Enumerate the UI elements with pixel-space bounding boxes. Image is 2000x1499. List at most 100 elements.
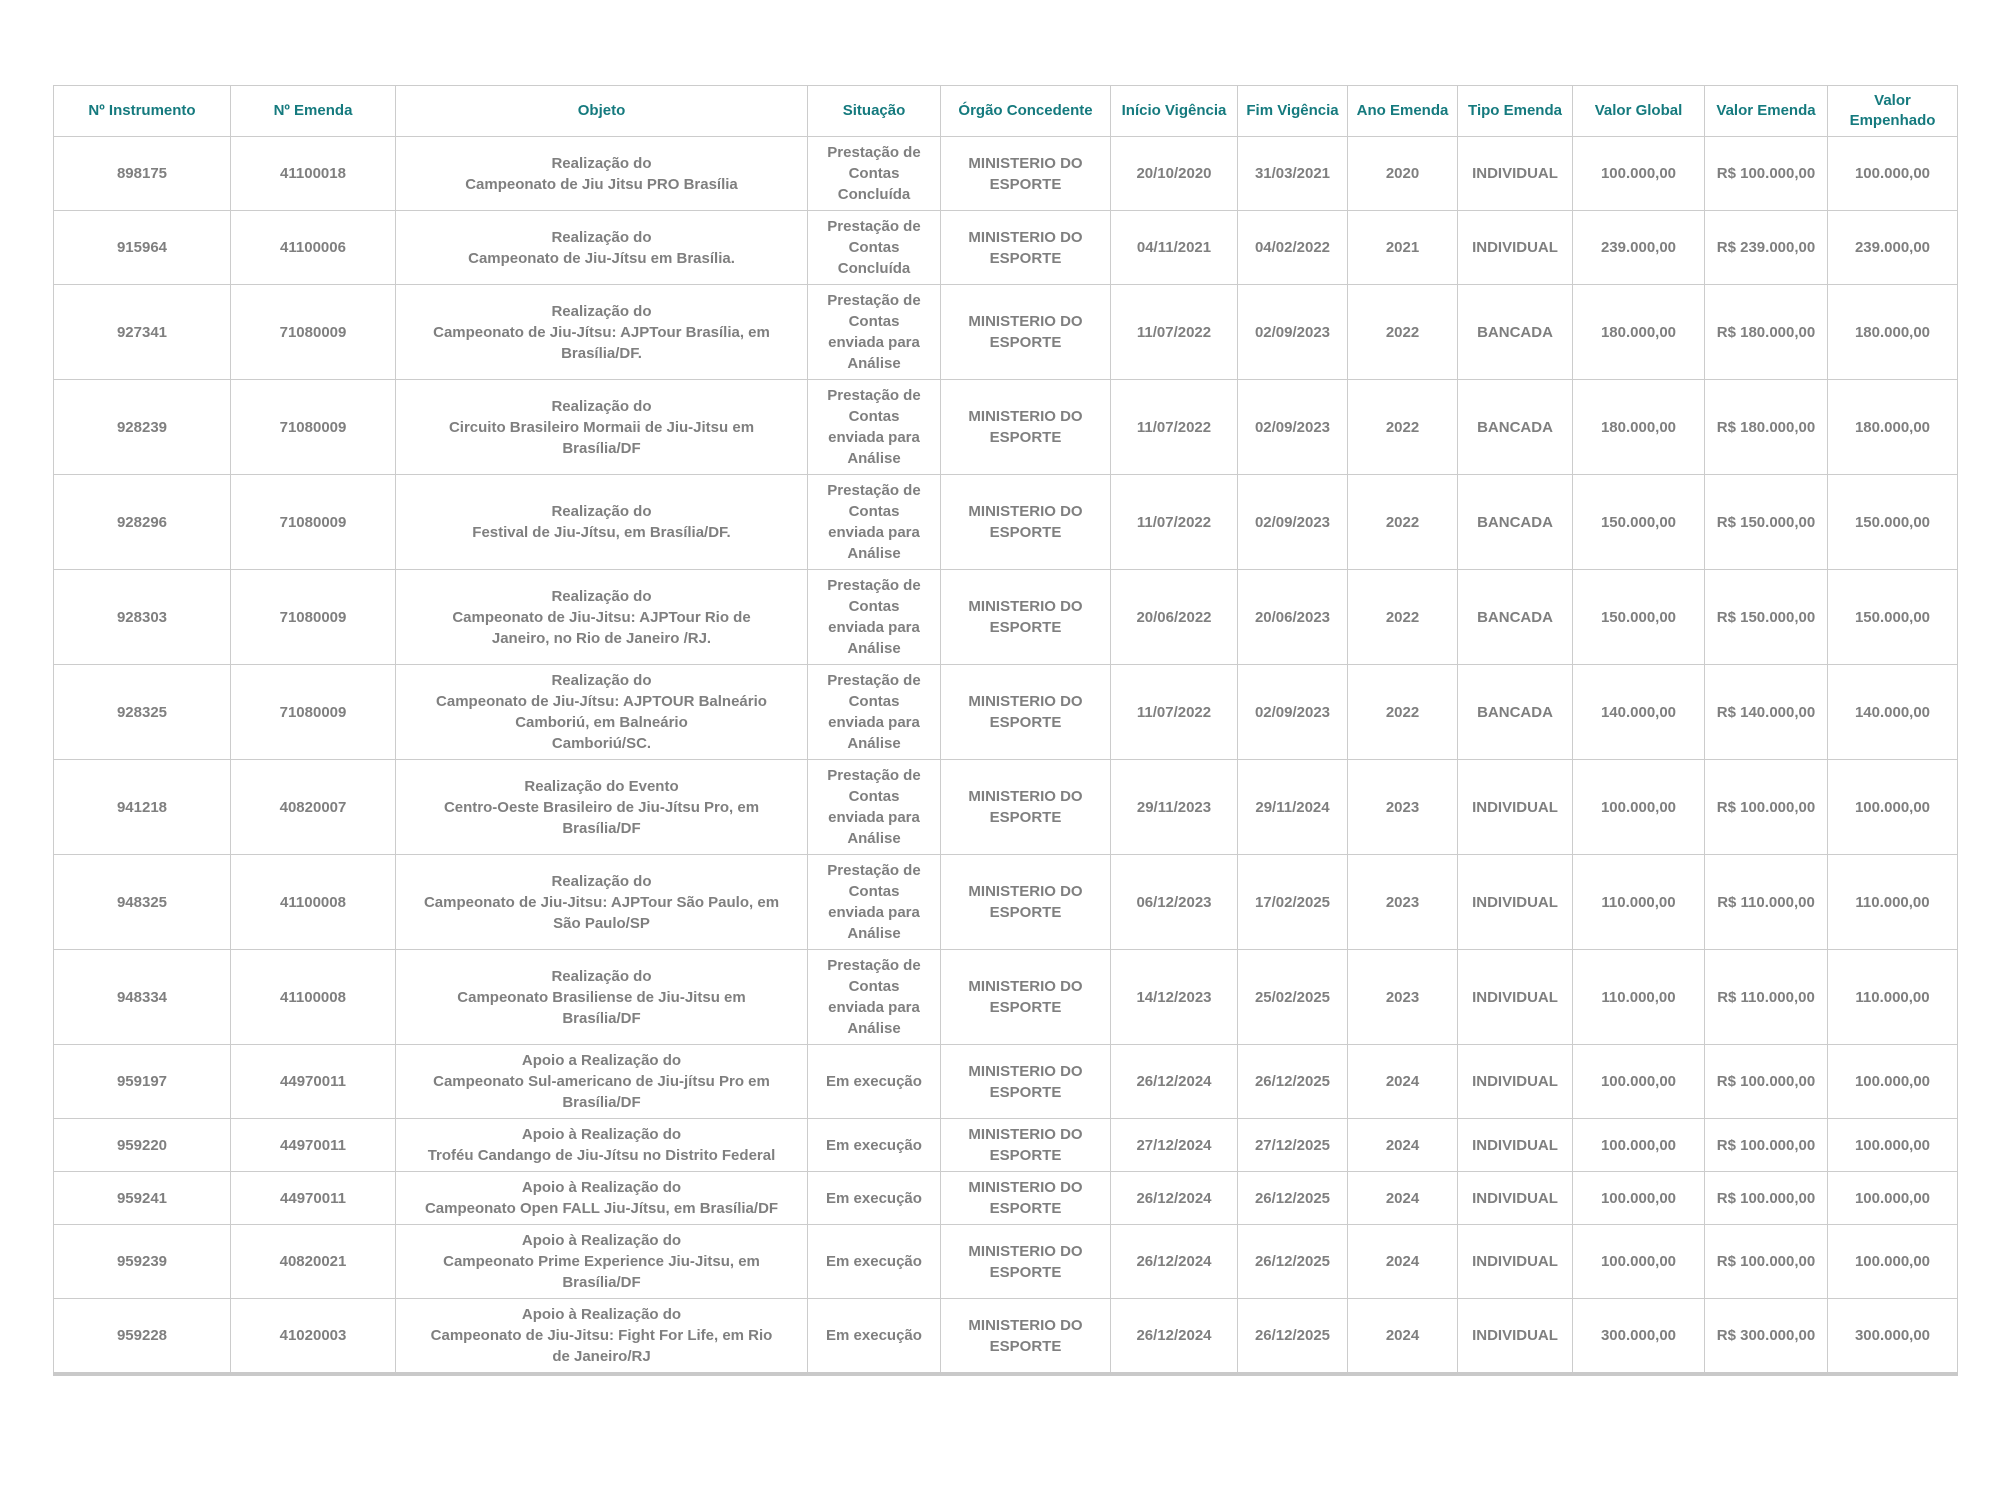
cell-valor_empenhado: 100.000,00 [1827,1224,1958,1299]
cell-fim: 29/11/2024 [1237,759,1348,855]
cell-instrumento: 928303 [53,569,231,665]
cell-fim: 27/12/2025 [1237,1118,1348,1172]
cell-valor_emenda: R$ 100.000,00 [1704,759,1828,855]
cell-valor_empenhado: 180.000,00 [1827,284,1958,380]
cell-inicio: 11/07/2022 [1110,379,1238,475]
cell-fim: 25/02/2025 [1237,949,1348,1045]
cell-tipo: BANCADA [1457,474,1573,570]
cell-objeto: Realização do Evento Centro-Oeste Brasil… [395,759,808,855]
cell-objeto: Realização do Campeonato de Jiu-Jítsu: A… [395,664,808,760]
cell-valor_emenda: R$ 239.000,00 [1704,210,1828,285]
cell-fim: 02/09/2023 [1237,379,1348,475]
cell-objeto: Apoio à Realização do Campeonato Prime E… [395,1224,808,1299]
cell-situacao: Prestação de Contas Concluída [807,210,941,285]
cell-valor_emenda: R$ 100.000,00 [1704,1224,1828,1299]
cell-orgao: MINISTERIO DO ESPORTE [940,569,1111,665]
cell-valor_global: 140.000,00 [1572,664,1705,760]
cell-orgao: MINISTERIO DO ESPORTE [940,136,1111,211]
cell-ano: 2022 [1347,569,1458,665]
cell-situacao: Prestação de Contas enviada para Análise [807,474,941,570]
cell-fim: 02/09/2023 [1237,664,1348,760]
table-row: 948334 41100008 Realização do Campeonato B… [53,949,1958,1045]
cell-valor_global: 180.000,00 [1572,379,1705,475]
cell-inicio: 04/11/2021 [1110,210,1238,285]
cell-situacao: Em execução [807,1224,941,1299]
cell-emenda: 44970011 [230,1118,396,1172]
cell-orgao: MINISTERIO DO ESPORTE [940,664,1111,760]
column-header-valor_emenda: Valor Emenda [1704,85,1828,137]
table-row: 915964 41100006 Realização do Campeonato d… [53,210,1958,285]
cell-valor_global: 100.000,00 [1572,1044,1705,1119]
cell-tipo: BANCADA [1457,284,1573,380]
cell-objeto: Apoio à Realização do Campeonato de Jiu-… [395,1298,808,1375]
cell-valor_emenda: R$ 110.000,00 [1704,854,1828,950]
column-header-tipo: Tipo Emenda [1457,85,1573,137]
cell-valor_emenda: R$ 100.000,00 [1704,1171,1828,1225]
cell-orgao: MINISTERIO DO ESPORTE [940,1224,1111,1299]
cell-ano: 2024 [1347,1044,1458,1119]
table-row: 928303 71080009 Realização do Campeonato d… [53,569,1958,665]
cell-valor_global: 150.000,00 [1572,474,1705,570]
cell-inicio: 11/07/2022 [1110,664,1238,760]
cell-instrumento: 928239 [53,379,231,475]
cell-fim: 26/12/2025 [1237,1298,1348,1375]
cell-objeto: Realização do Campeonato Brasiliense de … [395,949,808,1045]
cell-ano: 2022 [1347,664,1458,760]
table-row: 928239 71080009 Realização do Circuito Bra… [53,379,1958,475]
cell-fim: 31/03/2021 [1237,136,1348,211]
column-header-instrumento: Nº Instrumento [53,85,231,137]
cell-objeto: Apoio à Realização do Troféu Candango de… [395,1118,808,1172]
cell-ano: 2024 [1347,1224,1458,1299]
cell-emenda: 41100008 [230,854,396,950]
cell-objeto: Realização do Campeonato de Jiu-Jitsu: A… [395,569,808,665]
cell-tipo: INDIVIDUAL [1457,1298,1573,1375]
cell-inicio: 26/12/2024 [1110,1044,1238,1119]
cell-valor_empenhado: 140.000,00 [1827,664,1958,760]
column-header-ano: Ano Emenda [1347,85,1458,137]
cell-valor_emenda: R$ 100.000,00 [1704,136,1828,211]
column-header-emenda: Nº Emenda [230,85,396,137]
column-header-fim: Fim Vigência [1237,85,1348,137]
cell-situacao: Em execução [807,1044,941,1119]
cell-valor_emenda: R$ 180.000,00 [1704,379,1828,475]
cell-instrumento: 948334 [53,949,231,1045]
table-row: 959220 44970011 Apoio à Realização do Trof… [53,1118,1958,1172]
cell-valor_emenda: R$ 100.000,00 [1704,1118,1828,1172]
cell-valor_global: 180.000,00 [1572,284,1705,380]
cell-emenda: 41100018 [230,136,396,211]
cell-emenda: 71080009 [230,379,396,475]
cell-valor_emenda: R$ 300.000,00 [1704,1298,1828,1375]
cell-objeto: Realização do Festival de Jiu-Jítsu, em … [395,474,808,570]
cell-instrumento: 959241 [53,1171,231,1225]
cell-ano: 2021 [1347,210,1458,285]
cell-fim: 26/12/2025 [1237,1224,1348,1299]
cell-orgao: MINISTERIO DO ESPORTE [940,1171,1111,1225]
cell-situacao: Em execução [807,1298,941,1375]
cell-objeto: Apoio à Realização do Campeonato Open FA… [395,1171,808,1225]
cell-ano: 2022 [1347,474,1458,570]
cell-valor_global: 100.000,00 [1572,136,1705,211]
cell-valor_global: 100.000,00 [1572,1118,1705,1172]
cell-valor_empenhado: 100.000,00 [1827,136,1958,211]
cell-emenda: 41020003 [230,1298,396,1375]
cell-instrumento: 959239 [53,1224,231,1299]
cell-orgao: MINISTERIO DO ESPORTE [940,1118,1111,1172]
cell-situacao: Prestação de Contas Concluída [807,136,941,211]
column-header-valor_global: Valor Global [1572,85,1705,137]
cell-ano: 2024 [1347,1118,1458,1172]
column-header-orgao: Órgão Concedente [940,85,1111,137]
cell-valor_empenhado: 100.000,00 [1827,1044,1958,1119]
cell-valor_empenhado: 100.000,00 [1827,759,1958,855]
cell-valor_emenda: R$ 150.000,00 [1704,569,1828,665]
table-row: 941218 40820007 Realização do Evento Centr… [53,759,1958,855]
header-row: Nº Instrumento Nº Emenda Objeto Situação Órg… [53,85,1958,137]
cell-inicio: 29/11/2023 [1110,759,1238,855]
cell-valor_emenda: R$ 150.000,00 [1704,474,1828,570]
cell-orgao: MINISTERIO DO ESPORTE [940,1298,1111,1375]
cell-tipo: INDIVIDUAL [1457,759,1573,855]
cell-orgao: MINISTERIO DO ESPORTE [940,759,1111,855]
cell-fim: 02/09/2023 [1237,284,1348,380]
table-row: 927341 71080009 Realização do Campeonato d… [53,284,1958,380]
cell-orgao: MINISTERIO DO ESPORTE [940,949,1111,1045]
cell-valor_global: 100.000,00 [1572,759,1705,855]
